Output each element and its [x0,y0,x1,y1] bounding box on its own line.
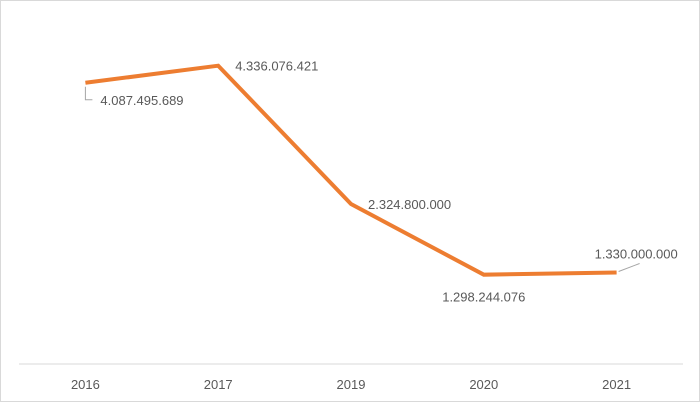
data-label: 2.324.800.000 [368,197,451,212]
x-tick-label: 2016 [71,377,100,392]
x-tick-label: 2019 [337,377,366,392]
x-tick-label: 2021 [602,377,631,392]
x-tick-label: 2017 [204,377,233,392]
data-label: 4.087.495.689 [100,93,183,108]
data-label: 4.336.076.421 [235,59,318,74]
data-label: 1.298.244.076 [442,290,525,305]
data-label: 1.330.000.000 [595,246,678,261]
leader-line [85,87,92,100]
leader-line [619,263,640,271]
x-tick-label: 2020 [469,377,498,392]
